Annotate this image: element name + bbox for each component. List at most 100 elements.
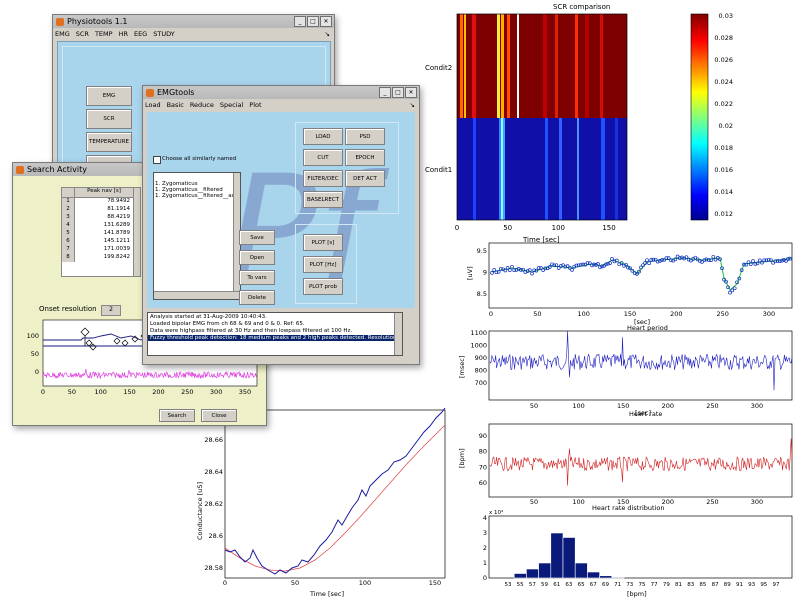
menu-scr[interactable]: SCR [75,29,89,38]
x-tick-label: 0 [489,310,493,318]
signal-point [598,265,602,270]
epoch-button[interactable]: EPOCH [345,149,385,166]
close-button[interactable]: Close [201,409,237,422]
signal-point [669,258,673,263]
cut-button[interactable]: CUT [303,149,343,166]
maximize-icon[interactable]: □ [392,87,404,98]
conductance-axes [224,409,446,579]
onset-resolution-input[interactable]: 2 [101,305,121,316]
list-scrollbar-h[interactable] [154,291,240,299]
x-tick-label: 350 [239,388,251,396]
menu-emg[interactable]: EMG [55,29,70,38]
y-tick-label: 900 [475,354,487,362]
x-tick-label: 77 [651,582,658,588]
toolbar-arrow-icon[interactable]: ↘ [409,100,415,109]
minimize-icon[interactable]: _ [379,87,391,98]
table-scrollbar[interactable] [133,187,141,277]
load-button[interactable]: LOAD [303,128,343,145]
choose-all-checkbox[interactable] [153,156,161,164]
minimize-icon[interactable]: _ [294,16,306,27]
to-vars-button[interactable]: To vars [239,270,275,285]
emgtools-window: EMGtools _ □ ✕ Load Basic Reduce Special… [142,85,420,365]
signal-point [775,259,780,263]
plot-hz-button[interactable]: PLOT [Hz] [303,256,343,273]
close-icon[interactable]: ✕ [405,87,417,98]
menu-eeg[interactable]: EEG [133,29,148,38]
emg-button[interactable]: EMG [86,86,132,106]
y-tick-label: 0.028 [714,34,733,42]
signal-point [653,257,658,262]
y-tick-label: 800 [475,367,487,375]
hr-dist-y-ticks: 4 3 2 1 0 [483,514,487,582]
table-row-index: 8 [62,254,75,262]
menu-temp[interactable]: TEMP [94,29,113,38]
table-cell[interactable]: 78.9492 [107,198,130,204]
signal-point [499,266,503,271]
x-tick-label: 300 [210,388,222,396]
signal-point [552,263,557,268]
signal-point [639,265,643,270]
y-tick-label: 3 [483,529,487,537]
table-cell[interactable]: 171.0039 [103,246,130,252]
menu-hr[interactable]: HR [118,29,128,38]
plot-s-button[interactable]: PLOT [s] [303,234,343,251]
variable-listbox[interactable]: 1. Zygomaticus 1. Zygomaticus__filtered … [153,172,241,300]
signal-point [784,259,788,263]
maximize-icon[interactable]: □ [307,16,319,27]
hr-dist-bars [513,532,625,579]
table-cell[interactable]: 131.6289 [103,222,130,228]
table-cell[interactable]: 88.4219 [107,214,130,220]
list-scrollbar-v[interactable] [233,173,240,291]
y-tick-label: 50 [31,350,39,358]
activity-x-ticks: 0 50 100 150 200 250 300 350 [41,388,251,396]
conductance-signal-line [224,407,446,575]
list-item[interactable]: 1. Zygomaticus [155,181,198,187]
x-tick-label: 93 [748,582,755,588]
psd-button[interactable]: PSD [345,128,385,145]
x-tick-label: 300 [751,498,763,504]
list-item[interactable]: 1. Zygomaticus__filtered__acti [155,193,239,199]
signal-point [496,269,501,274]
det-act-button[interactable]: DET ACT [345,170,385,187]
list-item[interactable]: 1. Zygomaticus__filtered [155,187,223,193]
menu-special[interactable]: Special [219,100,244,109]
menu-basic[interactable]: Basic [166,100,184,109]
table-cell[interactable]: 81.1914 [107,206,130,212]
plot-prob-button[interactable]: PLOT prob [303,278,343,295]
scr-x-ticks: 0 50 100 150 [455,224,616,232]
open-button[interactable]: Open [239,250,275,265]
y-tick-label: 0.012 [714,210,733,218]
close-icon[interactable]: ✕ [320,16,332,27]
x-tick-label: 100 [359,579,371,587]
search-button[interactable]: Search [159,409,195,422]
menu-load[interactable]: Load [145,100,161,109]
signal-point [626,265,630,270]
x-tick-label: 150 [624,310,636,318]
signal-point [739,268,744,272]
scr-button[interactable]: SCR [86,109,132,129]
toolbar-arrow-icon[interactable]: ↘ [324,29,330,38]
physiotools-titlebar[interactable]: Physiotools 1.1 _ □ ✕ [53,15,334,28]
signal-point [780,258,784,263]
filter-dec-button[interactable]: FILTER/DEC [303,170,343,187]
table-cell[interactable]: 199.8242 [103,254,130,260]
save-button[interactable]: Save [239,230,275,245]
y-tick-label: 0.03 [719,12,733,20]
temperature-button[interactable]: TEMPERATURE [86,132,132,152]
menu-plot[interactable]: Plot [249,100,262,109]
scr-colorbar-ticks: 0.03 0.028 0.026 0.024 0.022 0.02 0.018 0.016 0.… [714,12,733,218]
signal-point [757,258,762,263]
signal-point [713,257,718,262]
baselrect-button[interactable]: BASELRECT [303,191,343,208]
emgtools-title: EMGtools [157,88,195,97]
hr-dist-title: Heart rate distribution [592,504,664,512]
delete-button[interactable]: Delete [239,290,275,305]
menu-study[interactable]: STUDY [153,29,175,38]
emgtools-titlebar[interactable]: EMGtools _ □ ✕ [143,86,419,99]
table-cell[interactable]: 145.1211 [103,238,130,244]
table-cell[interactable]: 141.8789 [103,230,130,236]
menu-reduce[interactable]: Reduce [189,100,214,109]
signal-point [635,272,639,276]
signal-point [728,290,732,295]
log-scrollbar[interactable] [394,313,402,355]
